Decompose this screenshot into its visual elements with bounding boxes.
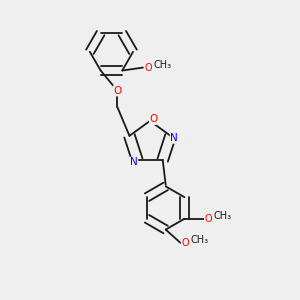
Text: O: O xyxy=(205,214,212,224)
Text: O: O xyxy=(144,62,152,73)
Text: CH₃: CH₃ xyxy=(214,211,232,221)
Text: O: O xyxy=(149,114,158,124)
Text: CH₃: CH₃ xyxy=(190,235,208,245)
Text: N: N xyxy=(170,133,178,143)
Text: CH₃: CH₃ xyxy=(153,59,171,70)
Text: O: O xyxy=(113,86,122,96)
Text: O: O xyxy=(181,238,189,248)
Text: N: N xyxy=(130,158,138,167)
